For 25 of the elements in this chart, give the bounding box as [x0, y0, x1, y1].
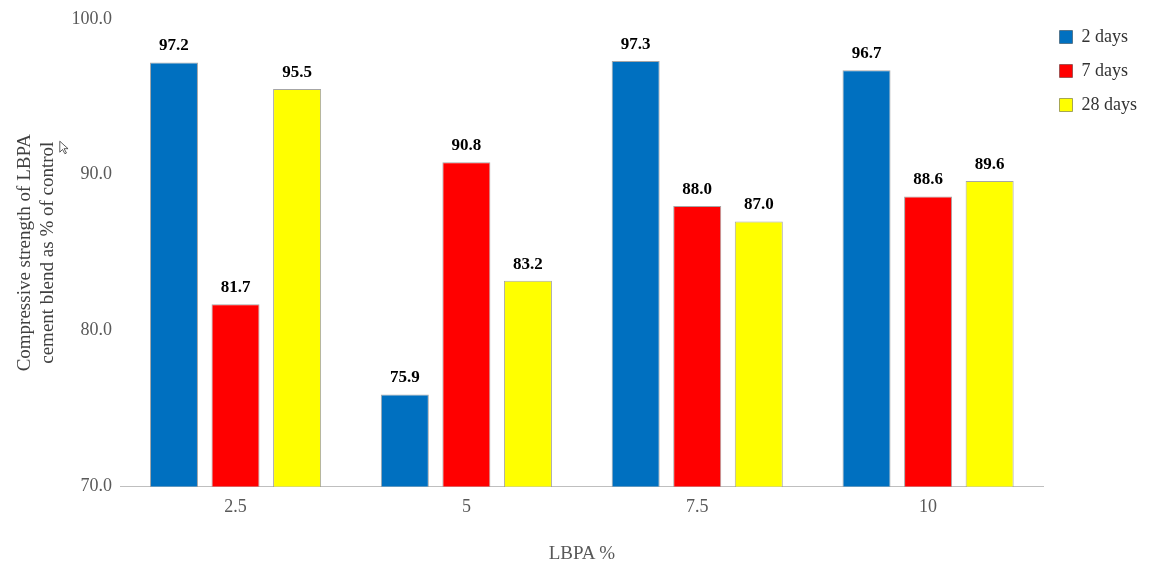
y-tick-label: 80.0 [80, 319, 113, 340]
y-tick-label: 100.0 [71, 7, 113, 28]
data-label: 88.6 [913, 169, 943, 189]
data-label: 81.7 [220, 277, 251, 297]
data-label: 87.0 [743, 194, 774, 214]
data-label: 97.2 [159, 35, 189, 55]
data-label: 75.9 [389, 367, 420, 387]
legend-label: 7 days [1081, 59, 1129, 80]
x-tick-label: 5 [461, 496, 471, 517]
data-label: 95.5 [282, 61, 312, 81]
y-tick-label: 70.0 [80, 475, 113, 496]
data-label: 89.6 [974, 153, 1005, 173]
data-label: 88.0 [682, 178, 713, 198]
data-label: 90.8 [451, 135, 482, 155]
y-tick-label: 90.0 [80, 163, 113, 184]
y-axis-title: Compressive strength of LBPA cement blend as % of control [13, 133, 58, 372]
data-label: 97.3 [620, 33, 651, 53]
data-label: 96.7 [851, 43, 882, 63]
x-tick-label: 2.5 [224, 496, 247, 517]
data-label: 83.2 [513, 253, 543, 273]
x-tick-label: 7.5 [685, 496, 709, 517]
x-axis-title: LBPA % [548, 541, 616, 563]
x-tick-label: 10 [919, 496, 938, 517]
legend-label: 2 days [1081, 25, 1129, 46]
legend-label: 28 days [1081, 93, 1138, 114]
